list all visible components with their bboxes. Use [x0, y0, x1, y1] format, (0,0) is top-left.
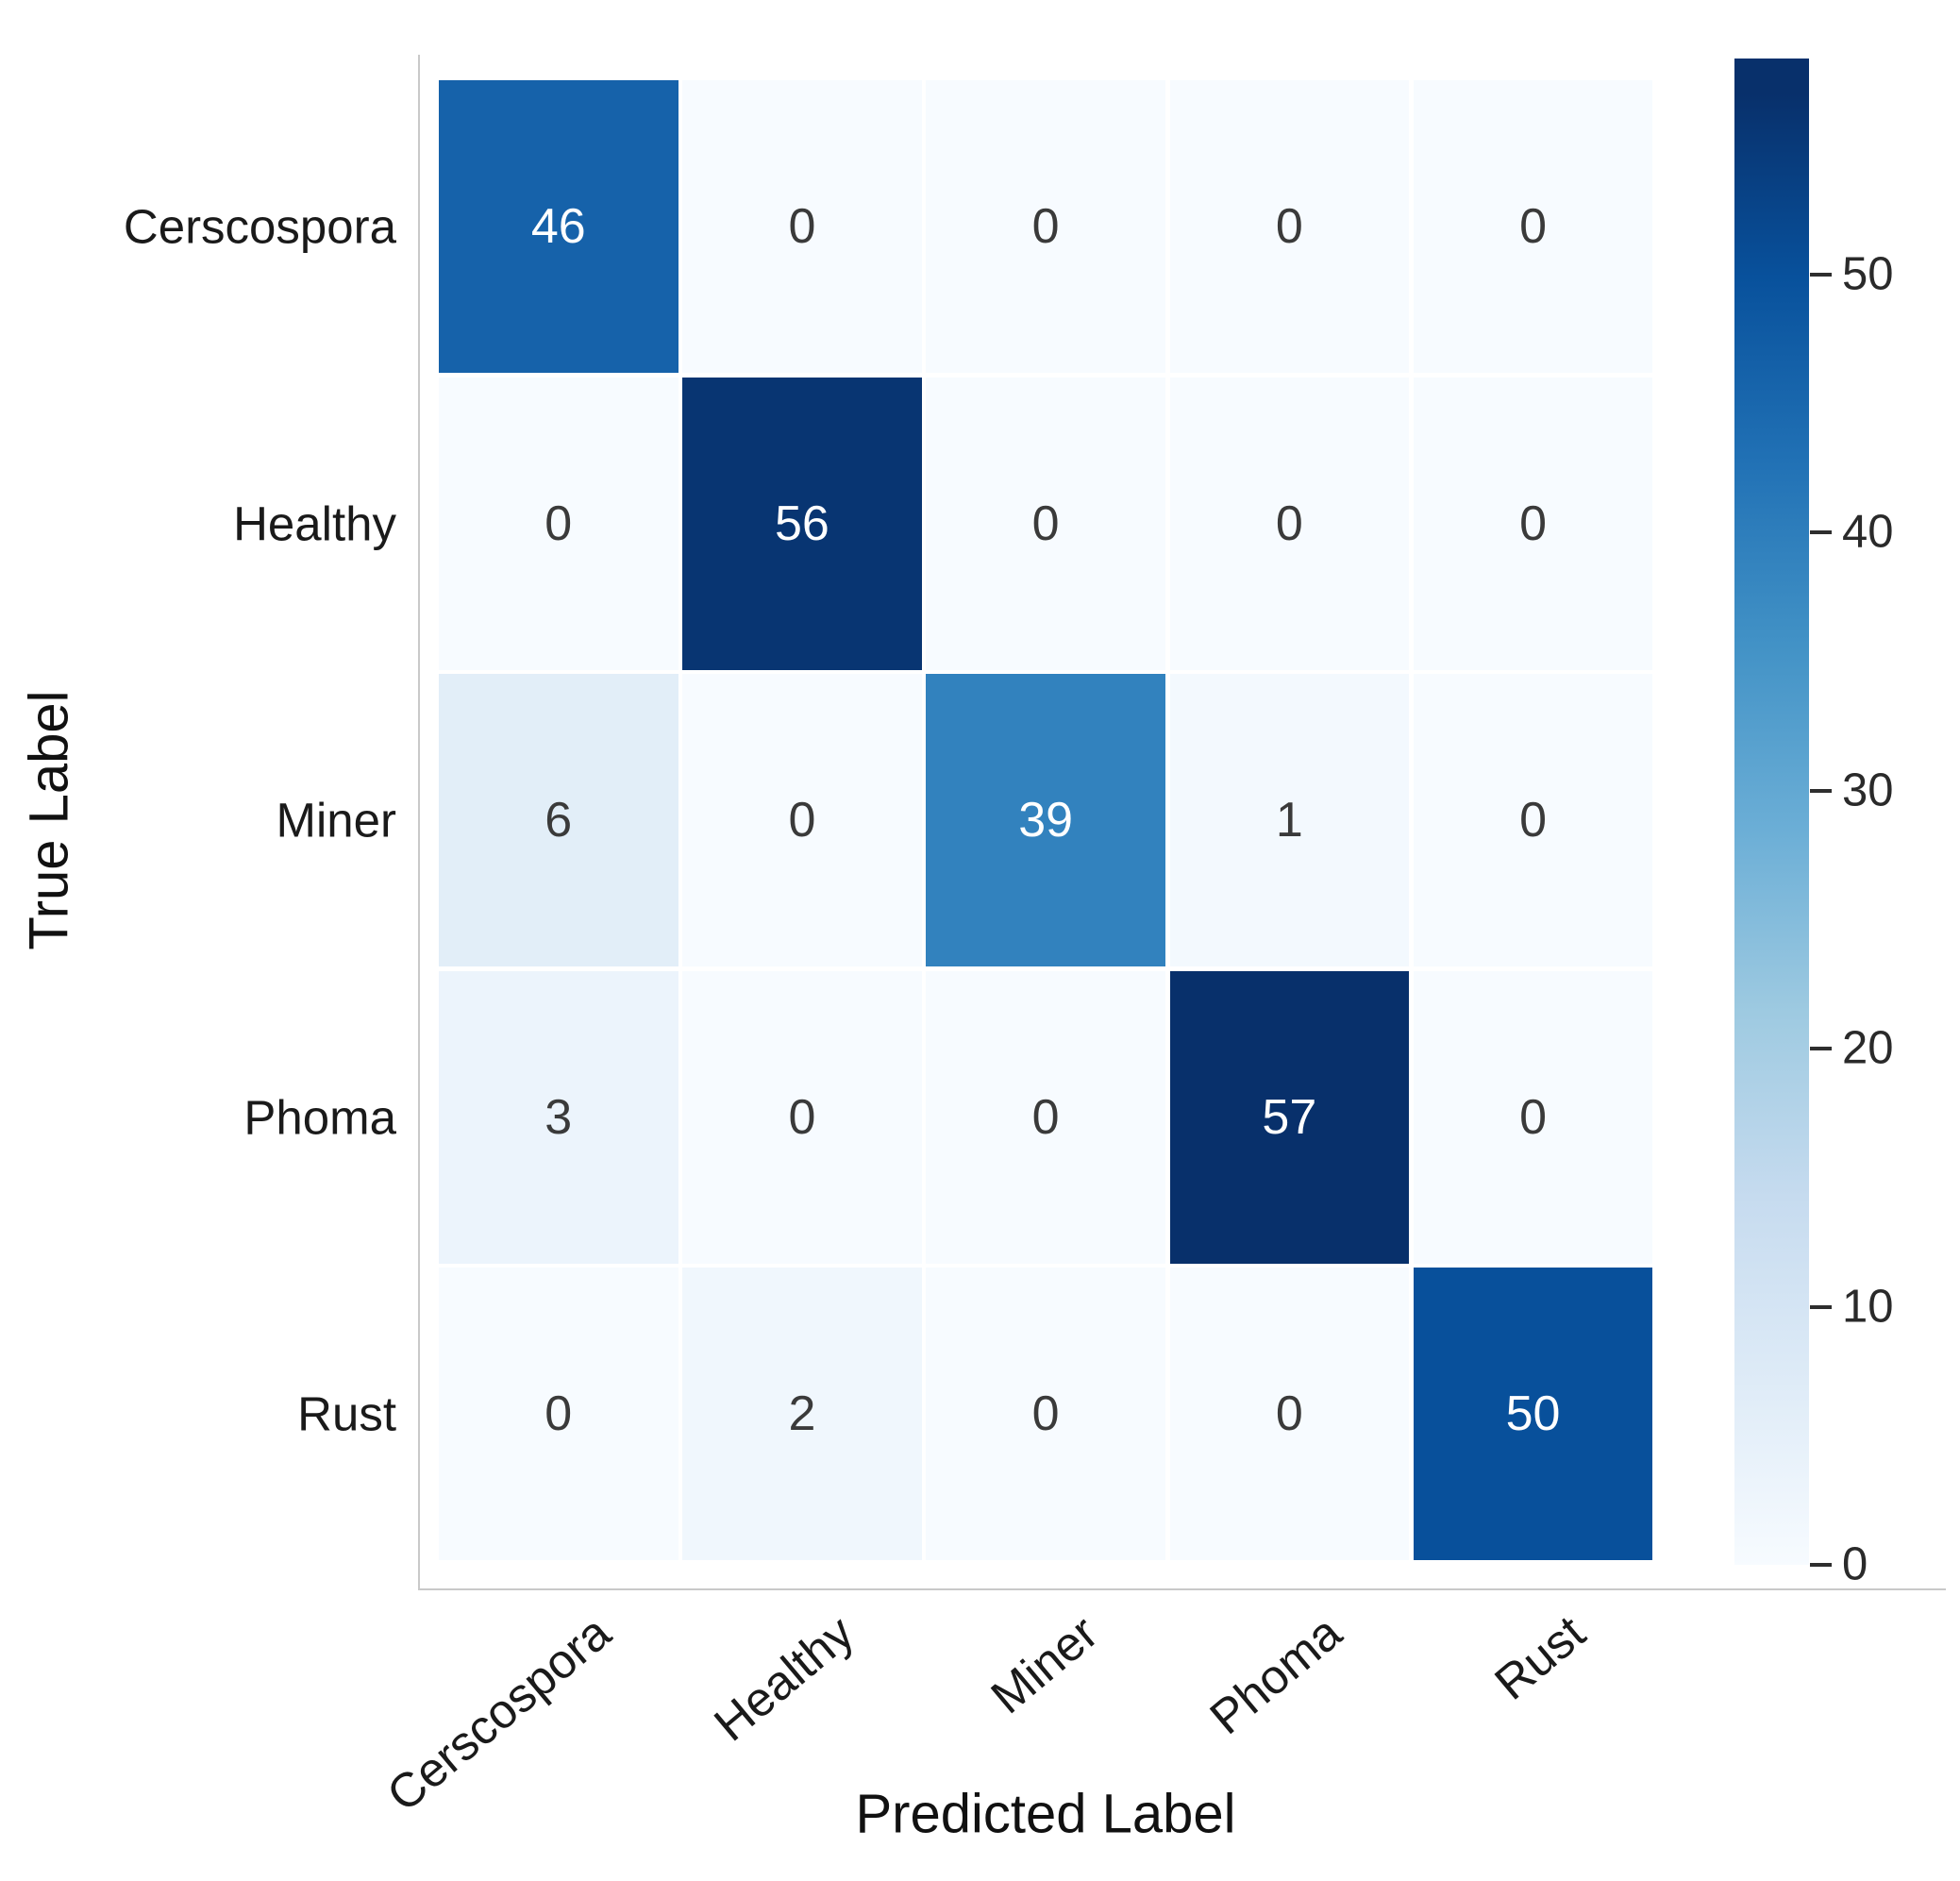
- cell-value: 0: [788, 1089, 816, 1145]
- x-tick-label-healthy: Healthy: [704, 1604, 864, 1752]
- y-tick-label-phoma: Phoma: [243, 1090, 396, 1144]
- cell-value: 0: [544, 495, 573, 551]
- cell-value: 39: [1018, 793, 1074, 848]
- heatmap-cell-healthy-phoma: 0: [1169, 377, 1410, 670]
- cell-value: 0: [1031, 495, 1060, 551]
- y-tick-label-cerscospora: Cerscospora: [123, 199, 396, 254]
- cell-value: 57: [1262, 1089, 1317, 1145]
- cell-value: 0: [1275, 1386, 1303, 1441]
- colorbar-tick-label: 30: [1842, 764, 1894, 815]
- colorbar-tick-label: 0: [1842, 1538, 1868, 1590]
- heatmap-cell-cerscospora-miner: 0: [926, 80, 1165, 373]
- x-axis-spine: [418, 1588, 1946, 1590]
- cell-value: 0: [1031, 1089, 1060, 1145]
- y-tick-label-miner: Miner: [276, 793, 396, 848]
- cell-value: 0: [1275, 495, 1303, 551]
- colorbar-tick-label: 20: [1842, 1022, 1894, 1074]
- colorbar-tick-mark: [1810, 1304, 1832, 1309]
- heatmap-cell-phoma-cerscospora: 3: [439, 970, 678, 1264]
- cell-value: 0: [788, 793, 816, 848]
- colorbar-tick-label: 40: [1842, 506, 1894, 558]
- cell-value: 0: [1519, 1089, 1547, 1145]
- cell-value: 0: [1519, 793, 1547, 848]
- cell-value: 0: [1519, 199, 1547, 254]
- y-axis-title: True Label: [18, 690, 80, 950]
- colorbar-tick-label: 50: [1842, 248, 1894, 299]
- cell-value: 0: [1031, 1386, 1060, 1441]
- heatmap-cell-rust-miner: 0: [926, 1268, 1165, 1560]
- heatmap-cell-rust-phoma: 0: [1169, 1268, 1410, 1560]
- cell-value: 56: [775, 495, 829, 551]
- cell-value: 1: [1275, 793, 1303, 848]
- y-tick-label-healthy: Healthy: [233, 496, 396, 550]
- heatmap-cell-healthy-miner: 0: [926, 377, 1165, 670]
- heatmap-cell-cerscospora-cerscospora: 46: [439, 80, 678, 373]
- heatmap-cell-cerscospora-rust: 0: [1413, 80, 1653, 373]
- heatmap-cell-cerscospora-healthy: 0: [682, 80, 922, 373]
- cell-value: 0: [1275, 199, 1303, 254]
- cell-value: 6: [544, 793, 573, 848]
- heatmap-cell-phoma-phoma: 57: [1169, 970, 1410, 1264]
- cell-value: 50: [1505, 1386, 1561, 1441]
- colorbar-tick-label: 10: [1842, 1281, 1894, 1332]
- x-tick-label-rust: Rust: [1483, 1604, 1595, 1710]
- y-axis-spine: [418, 55, 420, 1589]
- heatmap-cell-phoma-miner: 0: [926, 970, 1165, 1264]
- heatmap-cell-miner-healthy: 0: [682, 674, 922, 966]
- colorbar-tick-mark: [1810, 272, 1832, 277]
- heatmap-cell-miner-phoma: 1: [1169, 674, 1410, 966]
- x-tick-label-phoma: Phoma: [1199, 1604, 1351, 1745]
- x-tick-label-miner: Miner: [980, 1604, 1108, 1724]
- heatmap-cell-miner-cerscospora: 6: [439, 674, 678, 966]
- heatmap-cell-miner-miner: 39: [926, 674, 1165, 966]
- cell-value: 0: [788, 199, 816, 254]
- colorbar-tick-mark: [1810, 1047, 1832, 1050]
- heatmap-cell-healthy-rust: 0: [1413, 377, 1653, 670]
- y-tick-label-rust: Rust: [297, 1386, 396, 1441]
- heatmap-cell-phoma-rust: 0: [1413, 970, 1653, 1264]
- heatmap-cell-healthy-healthy: 56: [682, 377, 922, 670]
- colorbar-tick-mark: [1810, 788, 1832, 793]
- cell-value: 0: [1031, 199, 1060, 254]
- cell-value: 2: [788, 1386, 816, 1441]
- heatmap-cell-cerscospora-phoma: 0: [1169, 80, 1410, 373]
- cell-value: 46: [530, 199, 586, 254]
- heatmap-cell-miner-rust: 0: [1413, 674, 1653, 966]
- cell-value: 0: [1519, 495, 1547, 551]
- x-axis-title: Predicted Label: [855, 1783, 1236, 1845]
- heatmap-cell-rust-rust: 50: [1413, 1268, 1653, 1560]
- cell-value: 0: [544, 1386, 573, 1441]
- x-tick-label-cerscospora: Cerscospora: [376, 1604, 621, 1822]
- colorbar-tick-mark: [1810, 530, 1832, 534]
- cell-value: 3: [544, 1089, 573, 1145]
- heatmap-cell-healthy-cerscospora: 0: [439, 377, 678, 670]
- heatmap-cell-rust-healthy: 2: [682, 1268, 922, 1560]
- heatmap-cell-rust-cerscospora: 0: [439, 1268, 678, 1560]
- colorbar-gradient: [1734, 59, 1809, 1565]
- heatmap-cell-phoma-healthy: 0: [682, 970, 922, 1264]
- colorbar-tick-mark: [1810, 1563, 1832, 1567]
